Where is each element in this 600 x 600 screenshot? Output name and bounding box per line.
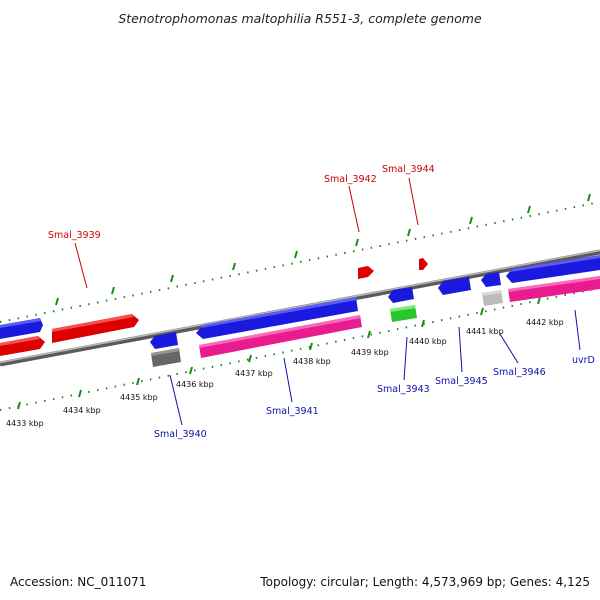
- kbp-labels: 4433 kbp 4434 kbp 4435 kbp 4436 kbp 4437…: [6, 318, 564, 428]
- kbp-label: 4438 kbp: [293, 357, 331, 366]
- gene-label-smal-3946[interactable]: Smal_3946: [493, 367, 546, 378]
- genome-summary: Topology: circular; Length: 4,573,969 bp…: [259, 575, 590, 589]
- gene-smal-3941-blue[interactable]: [196, 297, 358, 339]
- gene-smal-3941-pink[interactable]: [199, 315, 362, 358]
- kbp-label: 4433 kbp: [6, 419, 44, 428]
- kbp-label: 4435 kbp: [120, 393, 158, 402]
- gene-uvrd-blue[interactable]: [506, 255, 600, 283]
- gene-label-uvrd[interactable]: uvrD: [572, 355, 595, 366]
- map-title: Stenotrophomonas maltophilia R551-3, com…: [118, 11, 482, 26]
- gene-smal-3940-blue[interactable]: [150, 332, 178, 349]
- lower-tick-track: [0, 287, 600, 411]
- gene-label-smal-3939[interactable]: Smal_3939: [48, 230, 101, 241]
- kbp-label: 4439 kbp: [351, 348, 389, 357]
- gene-smal-3946-blue[interactable]: [481, 272, 501, 287]
- gene-smal-3940-gray[interactable]: [151, 348, 181, 367]
- kbp-label: 4437 kbp: [235, 369, 273, 378]
- gene-label-smal-3941[interactable]: Smal_3941: [266, 406, 319, 417]
- gene-label-smal-3940[interactable]: Smal_3940: [154, 429, 207, 440]
- gene-smal-3944[interactable]: [419, 258, 428, 270]
- kbp-label: 4440 kbp: [409, 337, 447, 346]
- accession-label: Accession: NC_011071: [10, 575, 146, 589]
- gene-blue-left[interactable]: [0, 318, 43, 339]
- gene-red-left-a[interactable]: [0, 336, 45, 356]
- gene-smal-3943-blue[interactable]: [388, 287, 414, 303]
- kbp-label: 4434 kbp: [63, 406, 101, 415]
- gene-smal-3943-green[interactable]: [390, 305, 417, 322]
- gene-smal-3945-blue[interactable]: [438, 277, 471, 295]
- kbp-label: 4441 kbp: [466, 327, 504, 336]
- kbp-label: 4442 kbp: [526, 318, 564, 327]
- gene-smal-3939[interactable]: [52, 314, 139, 343]
- gene-uvrd-pink[interactable]: [508, 276, 600, 302]
- gene-label-smal-3945[interactable]: Smal_3945: [435, 376, 488, 387]
- gene-label-smal-3942[interactable]: Smal_3942: [324, 174, 377, 185]
- upper-tick-track: [0, 193, 600, 323]
- gene-smal-3942[interactable]: [358, 266, 374, 279]
- gene-label-smal-3943[interactable]: Smal_3943: [377, 384, 430, 395]
- gene-label-smal-3944[interactable]: Smal_3944: [382, 164, 435, 175]
- kbp-label: 4436 kbp: [176, 380, 214, 389]
- gene-smal-3946-gray[interactable]: [482, 290, 503, 306]
- label-connectors: [74, 177, 581, 426]
